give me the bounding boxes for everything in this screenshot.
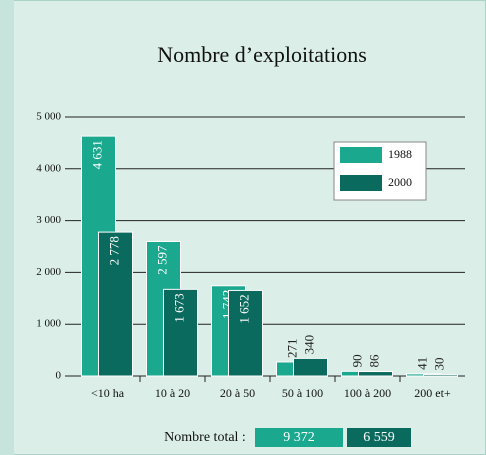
bar xyxy=(163,288,198,377)
data-label: 340 xyxy=(301,335,316,355)
data-label: 4 631 xyxy=(89,140,104,169)
data-label: 41 xyxy=(414,357,429,370)
x-tick-label: 10 à 20 xyxy=(155,386,190,400)
y-tick-label: 3 000 xyxy=(36,214,61,226)
bar xyxy=(228,289,263,377)
legend-label: 1988 xyxy=(388,147,412,161)
bar xyxy=(358,371,393,377)
x-tick-label: 100 à 200 xyxy=(344,386,391,400)
bar xyxy=(423,373,458,377)
y-tick-label: 0 xyxy=(56,370,62,382)
total-value: 9 372 xyxy=(283,430,315,445)
data-label: 2 778 xyxy=(106,236,121,265)
x-tick-label: 20 à 50 xyxy=(220,386,255,400)
data-label: 86 xyxy=(366,354,381,368)
legend-label: 2000 xyxy=(388,175,412,189)
x-tick-label: 50 à 100 xyxy=(282,386,323,400)
total-box xyxy=(255,428,343,447)
y-tick-label: 4 000 xyxy=(36,162,61,174)
bar xyxy=(98,231,133,377)
total-value: 6 559 xyxy=(363,430,395,445)
data-label: 30 xyxy=(431,357,446,370)
chart-title: Nombre d’exploitations xyxy=(157,42,367,67)
bar xyxy=(293,357,328,377)
data-label: 1 673 xyxy=(171,293,186,322)
data-label: 90 xyxy=(349,354,364,367)
x-tick-label: <10 ha xyxy=(91,386,125,400)
legend-swatch xyxy=(340,175,382,191)
side-strip xyxy=(0,0,14,455)
y-tick-label: 2 000 xyxy=(36,266,61,278)
total-box xyxy=(347,428,411,447)
y-tick-label: 5 000 xyxy=(36,111,61,123)
y-tick-label: 1 000 xyxy=(36,318,61,330)
data-label: 1 652 xyxy=(236,294,251,323)
legend-swatch xyxy=(340,147,382,163)
x-tick-label: 200 et+ xyxy=(414,386,451,400)
data-label: 271 xyxy=(284,338,299,358)
total-label: Nombre total : xyxy=(164,430,246,445)
data-label: 2 597 xyxy=(154,245,169,275)
